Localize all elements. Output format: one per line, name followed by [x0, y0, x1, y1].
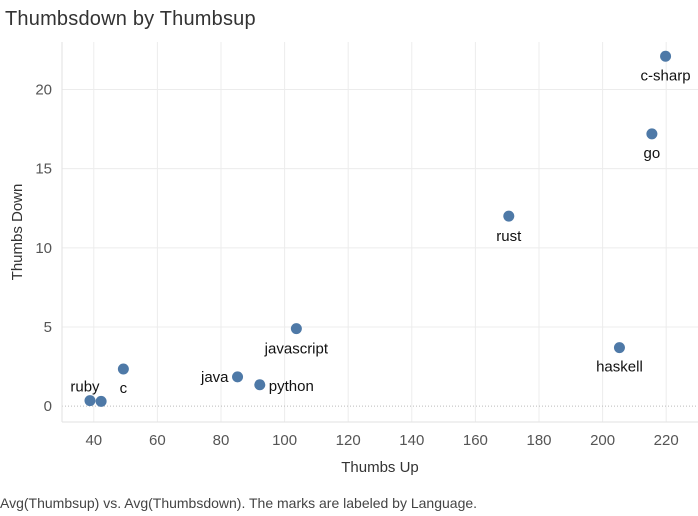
axes: 40 60 80 100 120 140 160 180 200 220 0 5 10 15 20 [35, 42, 698, 449]
x-tick-label: 160 [463, 432, 488, 449]
y-tick-label: 5 [44, 319, 52, 336]
point-label: c [120, 380, 128, 397]
scatter-point[interactable] [95, 395, 107, 407]
x-tick-label: 40 [85, 432, 102, 449]
x-tick-label: 100 [272, 432, 297, 449]
y-tick-label: 10 [35, 240, 52, 257]
x-tick-label: 60 [149, 432, 166, 449]
point-label: java [200, 369, 229, 386]
x-tick-label: 120 [336, 432, 361, 449]
scatter-point[interactable] [290, 323, 302, 335]
point-label: javascript [264, 341, 329, 358]
scatter-point[interactable] [646, 128, 658, 140]
point-label: python [269, 378, 314, 395]
x-tick-label: 80 [213, 432, 230, 449]
y-tick-label: 15 [35, 161, 52, 178]
y-tick-label: 0 [44, 398, 52, 415]
x-tick-label: 200 [590, 432, 615, 449]
point-label: rust [496, 228, 522, 245]
data-points [84, 50, 672, 407]
scatter-point[interactable] [254, 379, 266, 391]
scatter-point[interactable] [232, 371, 244, 383]
y-axis-label: Thumbs Down [9, 184, 26, 281]
chart-title: Thumbsdown by Thumbsup [5, 8, 256, 30]
scatter-point[interactable] [660, 50, 672, 62]
scatter-point[interactable] [503, 210, 515, 222]
point-label: haskell [596, 359, 643, 376]
x-tick-label: 220 [654, 432, 679, 449]
y-tick-label: 20 [35, 82, 52, 99]
x-tick-label: 180 [526, 432, 551, 449]
scatter-plot: 40 60 80 100 120 140 160 180 200 220 0 5 10 15 20 ruby… [9, 42, 698, 476]
point-label: go [644, 145, 661, 162]
point-label: ruby [70, 379, 100, 396]
scatter-point[interactable] [117, 363, 129, 375]
scatter-point[interactable] [84, 395, 96, 407]
point-label: c-sharp [641, 67, 691, 84]
scatter-point[interactable] [613, 342, 625, 354]
grid [62, 42, 698, 422]
chart-caption: Avg(Thumbsup) vs. Avg(Thumbsdown). The m… [0, 495, 478, 511]
point-labels: ruby c java python javascript rust haskell go c-… [70, 67, 690, 397]
x-axis-label: Thumbs Up [341, 459, 419, 476]
x-tick-label: 140 [399, 432, 424, 449]
